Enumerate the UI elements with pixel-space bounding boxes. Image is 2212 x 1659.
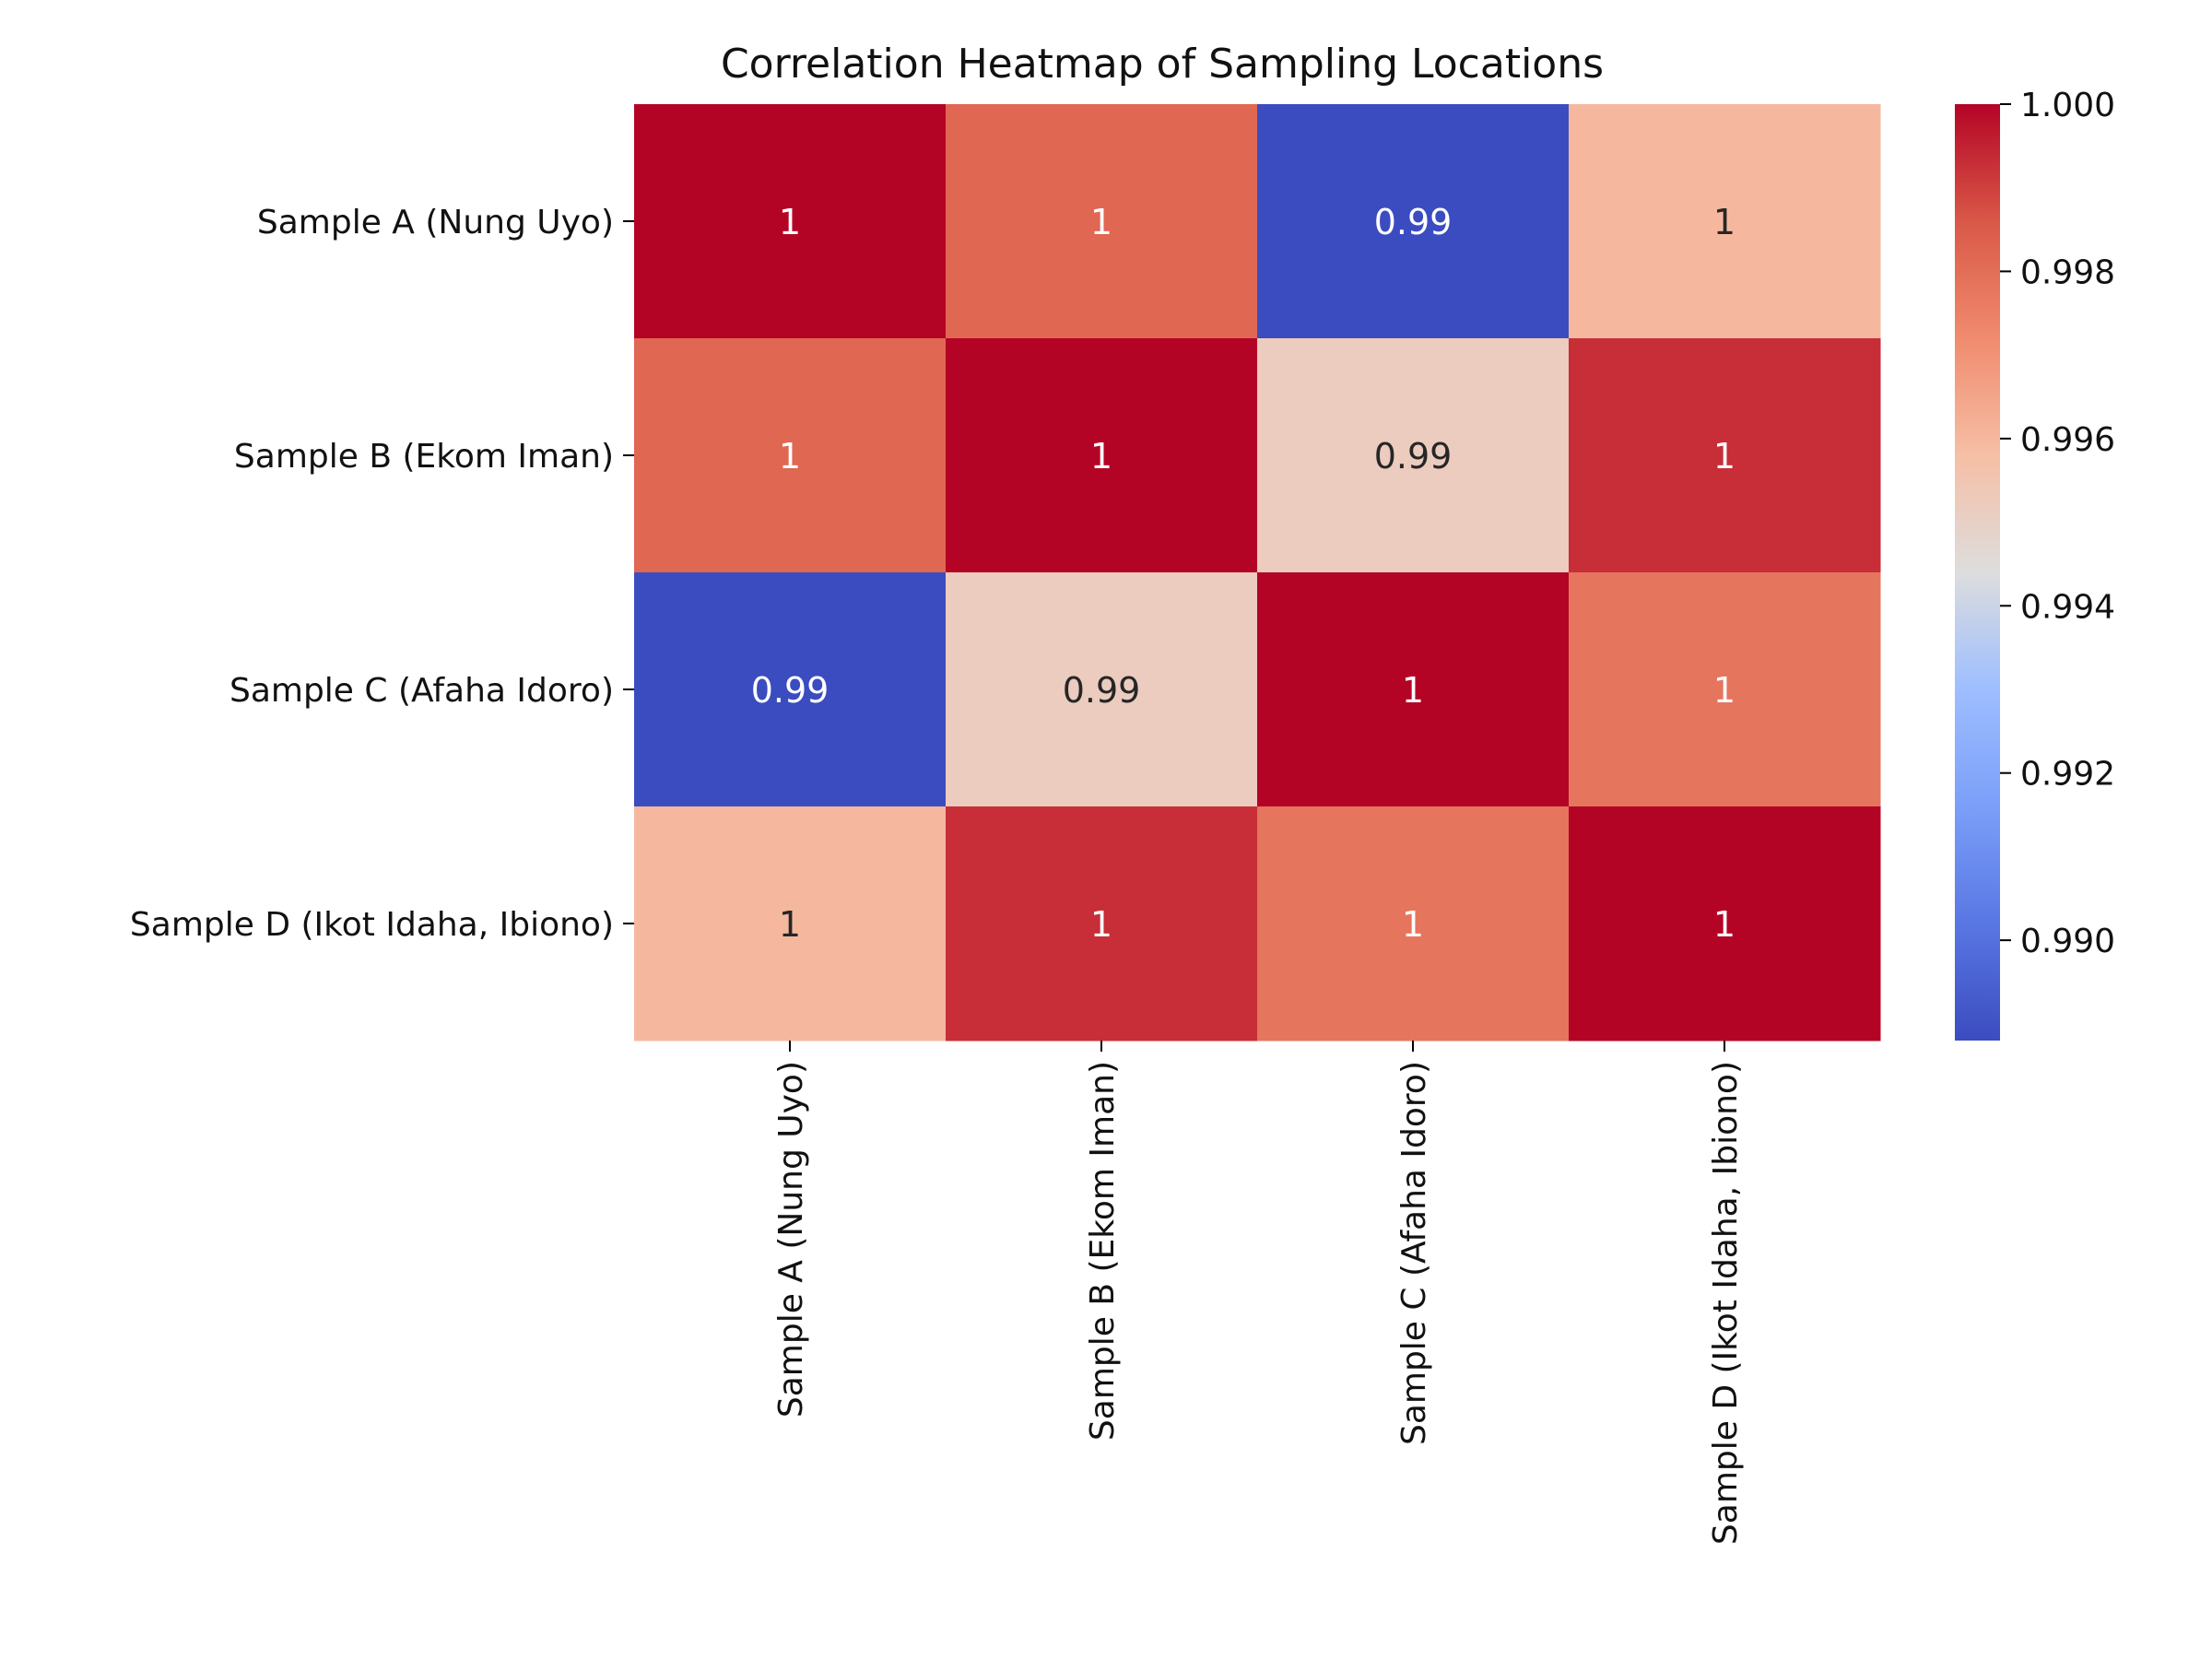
chart-title: Correlation Heatmap of Sampling Location… xyxy=(721,41,1604,88)
colorbar-gradient xyxy=(1955,104,2000,1041)
heatmap-cell-0-2 xyxy=(1257,104,1570,339)
y-tick-label-1: Sample B (Ekom Iman) xyxy=(234,438,614,476)
colorbar-tick-label-0: 0.990 xyxy=(2020,923,2115,960)
y-tick-label-3: Sample D (Ikot Idaha, Ibiono) xyxy=(130,906,614,944)
heatmap-cell-3-2 xyxy=(1257,806,1570,1041)
heatmap-cell-1-0 xyxy=(634,338,947,573)
cell-annotation-3-2: 1 xyxy=(1402,904,1424,945)
y-axis: Sample A (Nung Uyo) Sample B (Ekom Iman) S… xyxy=(130,204,634,944)
colorbar-tick-label-4: 0.998 xyxy=(2020,253,2115,291)
colorbar-tick-label-2: 0.994 xyxy=(2020,588,2115,626)
heatmap-cell-2-1 xyxy=(946,572,1258,807)
heatmap-cell-3-3 xyxy=(1569,806,1881,1041)
heatmap-cell-0-1 xyxy=(946,104,1258,339)
heatmap-annotations: 1 1 0.99 1 1 1 0.99 1 0.99 0.99 1 1 1 1 1 1 xyxy=(751,202,1735,945)
colorbar-tick-label-3: 0.996 xyxy=(2020,421,2115,459)
y-tick-label-0: Sample A (Nung Uyo) xyxy=(257,204,614,241)
cell-annotation-0-1: 1 xyxy=(1090,202,1112,242)
x-tick-label-2: Sample C (Afaha Idoro) xyxy=(1395,1061,1433,1445)
y-tick-label-2: Sample C (Afaha Idoro) xyxy=(229,672,614,710)
heatmap-cell-1-3 xyxy=(1569,338,1881,573)
heatmap-cell-1-2 xyxy=(1257,338,1570,573)
heatmap-cell-2-3 xyxy=(1569,572,1881,807)
cell-annotation-0-0: 1 xyxy=(779,202,801,242)
colorbar-tick-label-1: 0.992 xyxy=(2020,756,2115,794)
cell-annotation-1-3: 1 xyxy=(1713,436,1735,477)
x-tick-label-1: Sample B (Ekom Iman) xyxy=(1084,1061,1122,1441)
colorbar: 0.990 0.992 0.994 0.996 0.998 1.000 xyxy=(1955,87,2115,1041)
x-axis: Sample A (Nung Uyo) Sample B (Ekom Iman) S… xyxy=(772,1041,1745,1545)
heatmap-cell-0-0 xyxy=(634,104,947,339)
cell-annotation-0-2: 0.99 xyxy=(1374,202,1453,242)
cell-annotation-2-3: 1 xyxy=(1713,670,1735,711)
heatmap-cell-3-0 xyxy=(634,806,947,1041)
heatmap-cell-3-1 xyxy=(946,806,1258,1041)
cell-annotation-3-1: 1 xyxy=(1090,904,1112,945)
heatmap-cell-0-3 xyxy=(1569,104,1881,339)
cell-annotation-2-1: 0.99 xyxy=(1063,670,1141,711)
colorbar-tick-label-5: 1.000 xyxy=(2020,87,2115,124)
cell-annotation-2-2: 1 xyxy=(1402,670,1424,711)
x-tick-label-0: Sample A (Nung Uyo) xyxy=(772,1061,810,1418)
cell-annotation-2-0: 0.99 xyxy=(751,670,830,711)
cell-annotation-1-2: 0.99 xyxy=(1374,436,1453,477)
cell-annotation-1-0: 1 xyxy=(779,436,801,477)
x-tick-label-3: Sample D (Ikot Idaha, Ibiono) xyxy=(1707,1061,1745,1545)
cell-annotation-0-3: 1 xyxy=(1713,202,1735,242)
heatmap-cells xyxy=(634,104,1881,1041)
heatmap-cell-2-0 xyxy=(634,572,947,807)
cell-annotation-1-1: 1 xyxy=(1090,436,1112,477)
heatmap-cell-2-2 xyxy=(1257,572,1570,807)
heatmap-cell-1-1 xyxy=(946,338,1258,573)
cell-annotation-3-0: 1 xyxy=(779,904,801,945)
cell-annotation-3-3: 1 xyxy=(1713,904,1735,945)
